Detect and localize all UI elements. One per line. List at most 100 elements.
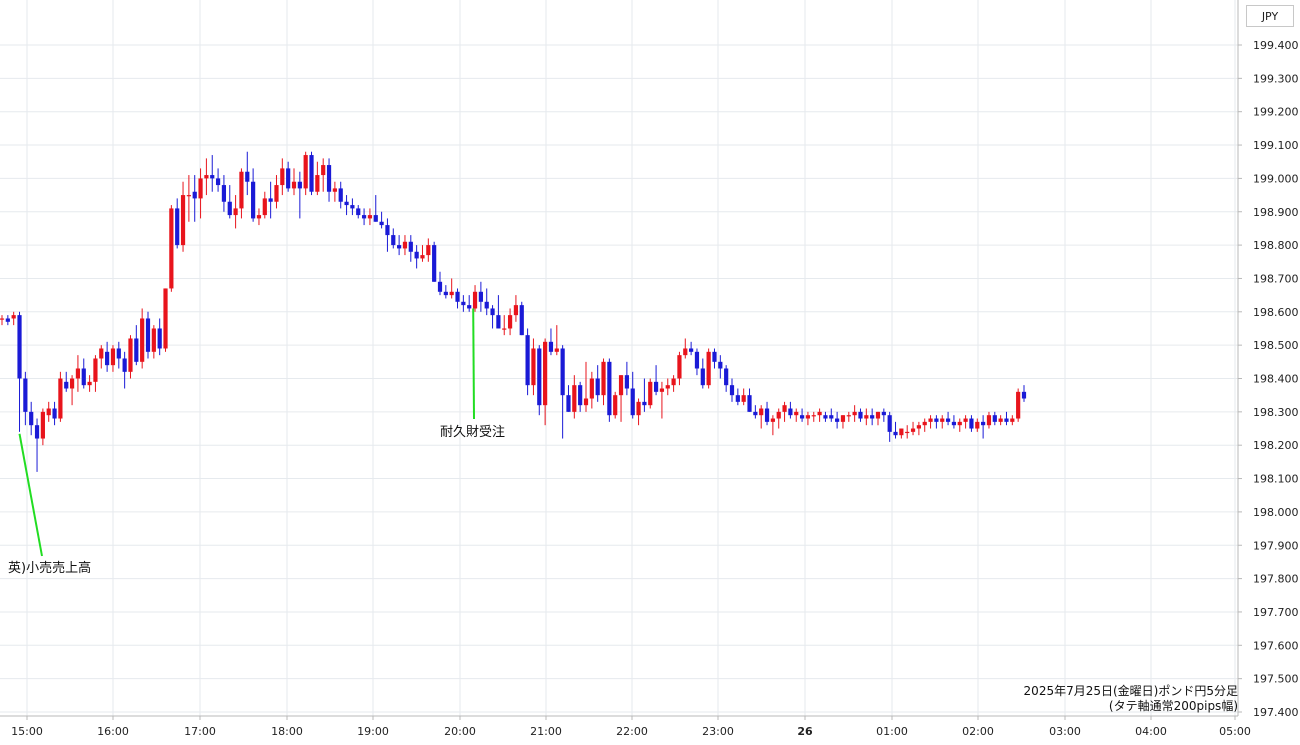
candle-body <box>484 301 489 309</box>
candle <box>122 351 127 389</box>
candle-body <box>840 415 846 422</box>
candle-body <box>128 338 133 372</box>
candle <box>823 411 828 422</box>
candle-body <box>58 378 63 419</box>
y-tick-label: 199.200 <box>1253 106 1299 119</box>
candle <box>671 375 676 392</box>
candle <box>215 168 221 192</box>
x-tick-label: 04:00 <box>1135 725 1167 738</box>
candle-body <box>478 291 483 302</box>
candle <box>659 381 665 419</box>
candle-body <box>653 381 659 392</box>
candle <box>169 205 174 292</box>
candle <box>356 205 361 219</box>
x-tick-label: 17:00 <box>184 725 216 738</box>
candle <box>34 418 40 472</box>
candle-body <box>338 188 343 202</box>
candle-body <box>870 415 875 419</box>
candle-body <box>87 381 92 386</box>
candle <box>163 288 168 352</box>
candle <box>951 415 957 429</box>
annotation-pointer <box>18 433 43 557</box>
annotation-label: 英)小売売上高 <box>8 560 91 576</box>
candle <box>583 361 589 412</box>
candle <box>922 418 927 432</box>
candle-body <box>93 358 98 382</box>
candle-body <box>151 328 156 352</box>
candle <box>770 415 775 436</box>
candle <box>835 411 840 429</box>
candle-body <box>864 415 869 419</box>
candle-body <box>122 358 127 372</box>
candle-body <box>776 411 781 419</box>
candle-body <box>204 175 209 179</box>
candle <box>245 151 250 196</box>
candle-body <box>548 341 554 352</box>
candle-body <box>531 348 536 386</box>
candle-body <box>835 418 840 422</box>
candle <box>595 365 600 402</box>
candle-body <box>689 348 694 352</box>
candle <box>116 341 121 369</box>
candle <box>548 328 554 356</box>
candle <box>449 278 454 299</box>
candle <box>811 411 816 422</box>
candle-body <box>928 418 933 422</box>
candle-body <box>145 318 151 352</box>
annotation-layer: 英)小売売上高 耐久財受注 <box>8 308 505 576</box>
candle <box>858 408 863 422</box>
x-tick-label: 23:00 <box>702 725 734 738</box>
candle-body <box>245 171 250 182</box>
candle-body <box>239 171 244 209</box>
candle <box>724 365 729 392</box>
candle <box>630 371 635 419</box>
candle-body <box>817 411 822 416</box>
candle-body <box>175 208 180 246</box>
candle-body <box>332 188 337 192</box>
candle <box>332 181 337 202</box>
candle <box>367 208 373 226</box>
candle <box>788 401 793 419</box>
candle-body <box>432 245 437 282</box>
candle-body <box>408 241 413 252</box>
x-tick-label: 03:00 <box>1049 725 1081 738</box>
candle <box>268 181 273 219</box>
candle <box>665 378 670 396</box>
candle-body <box>5 318 10 322</box>
candle <box>899 428 904 439</box>
candle-body <box>583 398 589 406</box>
candle-body <box>922 421 927 426</box>
candle <box>799 408 805 422</box>
candle-body <box>356 208 361 216</box>
candle-body <box>1004 418 1009 422</box>
candle-body <box>543 341 548 406</box>
candle-body <box>981 421 986 426</box>
candle-body <box>718 361 723 369</box>
candle <box>846 411 851 422</box>
candle-body <box>601 361 606 396</box>
candle <box>507 308 513 336</box>
candle <box>140 308 145 369</box>
candle <box>794 408 799 422</box>
candle <box>648 378 653 409</box>
candle-body <box>1010 418 1015 422</box>
candle <box>46 401 51 422</box>
candle <box>981 415 986 439</box>
y-tick-label: 198.000 <box>1253 506 1299 519</box>
candle <box>17 311 22 432</box>
candle-body <box>525 335 530 386</box>
candle <box>105 341 110 372</box>
candle-body <box>572 385 577 412</box>
candle-body <box>69 378 75 389</box>
candle <box>759 405 764 429</box>
candle <box>361 208 367 226</box>
candle-body <box>537 348 542 406</box>
candle-body <box>700 368 705 386</box>
candle-body <box>770 418 775 422</box>
candle <box>52 401 57 426</box>
candle-body <box>379 221 384 226</box>
candle-body <box>899 428 904 436</box>
candle-body <box>624 375 629 389</box>
currency-label[interactable]: JPY <box>1246 5 1294 27</box>
